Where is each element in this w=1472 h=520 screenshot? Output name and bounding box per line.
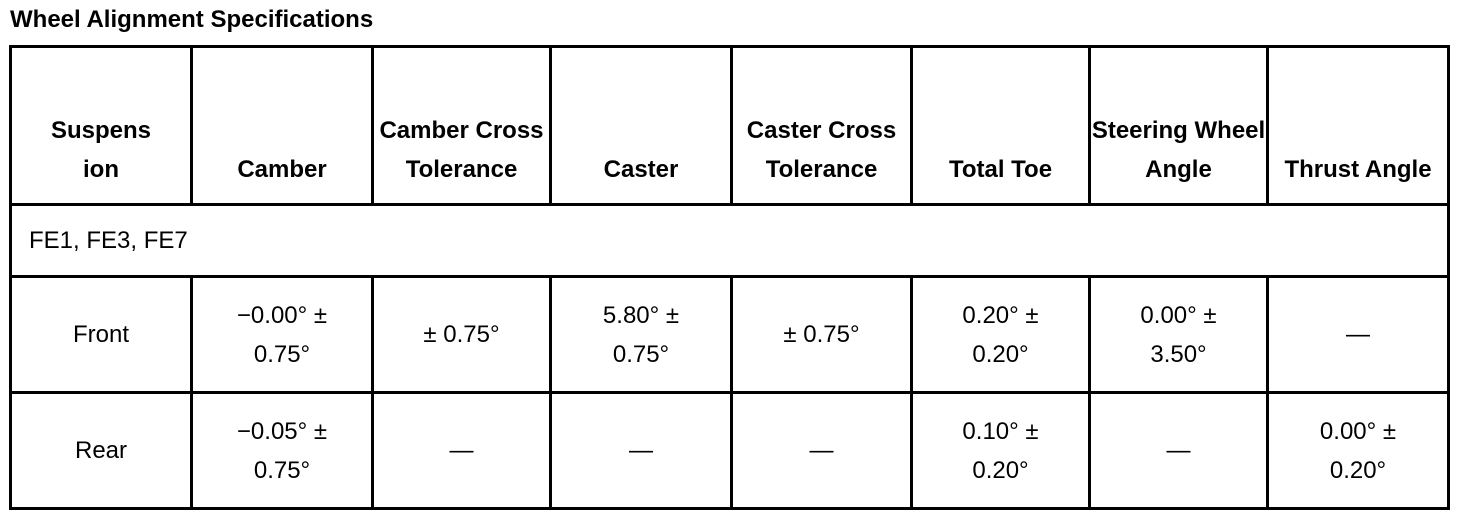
table-cell: −0.05° ± 0.75° [190,391,374,510]
cell-text: Front [72,321,129,348]
header-text: Caster [603,156,679,183]
table-cell: −0.00° ± 0.75° [190,275,374,394]
group-label: FE1, FE3, FE7 [9,203,1450,278]
header-row: Suspension Camber Camber Cross Tolerance Ca… [9,45,1450,206]
table-cell: Front [9,275,193,394]
table-cell: ± 0.75° [371,275,552,394]
cell-text: 0.10° ± 0.20° [962,417,1039,484]
table-cell: 0.20° ± 0.20° [910,275,1091,394]
cell-text: 0.20° ± 0.20° [962,301,1039,368]
header-text: Thrust Angle [1284,156,1432,183]
table-cell: — [371,391,552,510]
table-cell: — [1088,391,1269,510]
header-text: Suspension [50,117,152,183]
table-cell: 0.00° ± 3.50° [1088,275,1269,394]
data-row: Front −0.00° ± 0.75° ± 0.75° 5.80° ± 0.75° ±… [9,275,1450,394]
column-header: Total Toe [910,45,1091,206]
table-cell: Rear [9,391,193,510]
cell-text: −0.00° ± 0.75° [236,301,328,368]
column-header: Camber [190,45,374,206]
cell-text: — [629,437,653,464]
header-text: Camber Cross Tolerance [379,117,544,183]
table-cell: 0.00° ± 0.20° [1266,391,1450,510]
header-text: Camber [237,156,327,183]
column-header: Thrust Angle [1266,45,1450,206]
cell-text: ± 0.75° [423,321,500,348]
column-header: Caster [549,45,733,206]
cell-text: −0.05° ± 0.75° [236,417,328,484]
group-row: FE1, FE3, FE7 [9,203,1450,278]
column-header: Suspension [9,45,193,206]
table-cell: — [1266,275,1450,394]
header-text: Total Toe [948,156,1053,183]
column-header: Caster Cross Tolerance [730,45,913,206]
cell-text: 0.00° ± 3.50° [1140,301,1217,368]
header-text: Steering Wheel Angle [1091,117,1266,183]
spec-table: Suspension Camber Camber Cross Tolerance Ca… [9,45,1450,510]
table-cell: — [730,391,913,510]
page-title: Wheel Alignment Specifications [10,6,374,33]
table-cell: — [549,391,733,510]
header-text: Caster Cross Tolerance [746,117,897,183]
table-cell: 5.80° ± 0.75° [549,275,733,394]
cell-text: 0.00° ± 0.20° [1319,417,1397,484]
cell-text: Rear [74,437,128,464]
cell-text: — [449,437,474,464]
cell-text: ± 0.75° [783,321,860,348]
cell-text: — [1346,321,1370,348]
cell-text: — [809,437,834,464]
data-row: Rear −0.05° ± 0.75° — — — 0.10° ± 0.20° — 0.00°… [9,391,1450,510]
table-cell: ± 0.75° [730,275,913,394]
cell-text: 5.80° ± 0.75° [602,301,680,368]
cell-text: — [1166,437,1191,464]
table-cell: 0.10° ± 0.20° [910,391,1091,510]
table-body: FE1, FE3, FE7 Front −0.00° ± 0.75° ± 0.75° 5… [9,203,1450,510]
column-header: Camber Cross Tolerance [371,45,552,206]
column-header: Steering Wheel Angle [1088,45,1269,206]
